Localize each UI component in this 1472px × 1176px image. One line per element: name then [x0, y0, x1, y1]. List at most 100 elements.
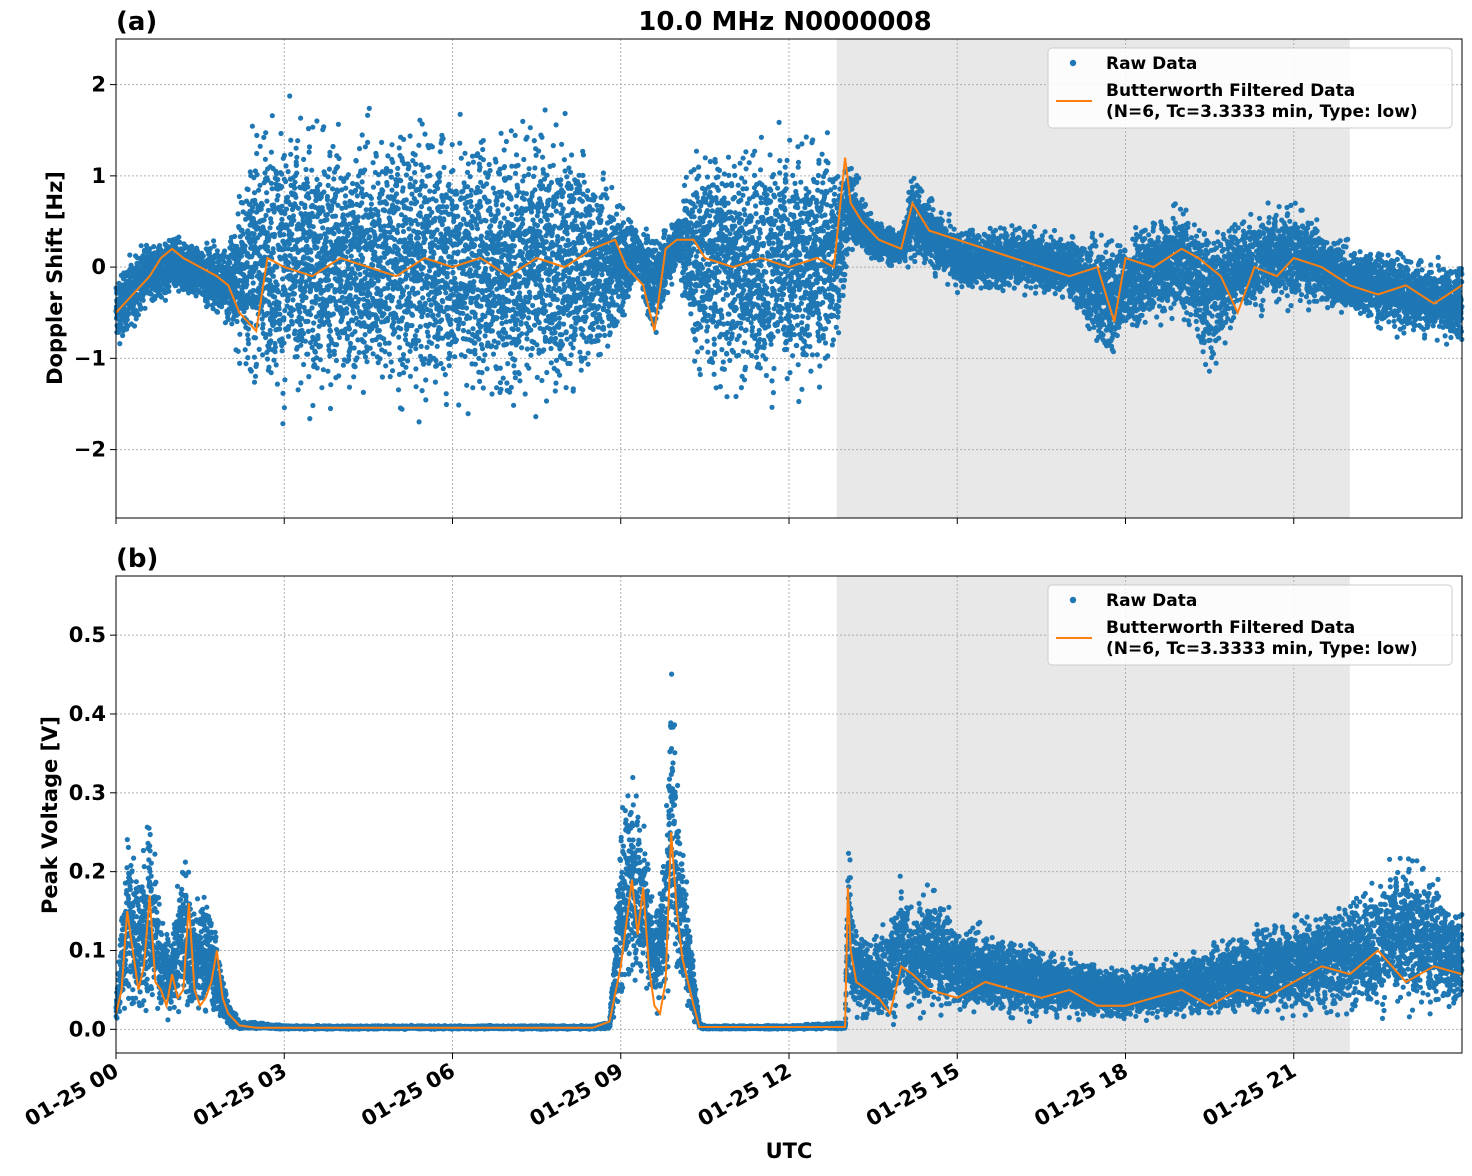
raw-point — [346, 172, 351, 177]
raw-point — [522, 197, 527, 202]
raw-point — [120, 333, 125, 338]
raw-point — [166, 289, 171, 294]
raw-point — [326, 277, 331, 282]
raw-point — [292, 180, 297, 185]
raw-point — [423, 397, 428, 402]
raw-point — [142, 306, 147, 311]
raw-point — [250, 124, 255, 129]
raw-point — [243, 243, 248, 248]
raw-point — [390, 368, 395, 373]
raw-point — [264, 199, 269, 204]
raw-point — [505, 278, 510, 283]
raw-point — [388, 374, 393, 379]
raw-point — [564, 174, 569, 179]
raw-point — [464, 383, 469, 388]
raw-point — [332, 352, 337, 357]
raw-point — [387, 341, 392, 346]
raw-point — [163, 298, 168, 303]
raw-point — [456, 249, 461, 254]
raw-point — [487, 206, 492, 211]
raw-point — [521, 157, 526, 162]
raw-point — [245, 355, 250, 360]
raw-point — [420, 295, 425, 300]
raw-point — [534, 342, 539, 347]
raw-point — [283, 179, 288, 184]
raw-point — [302, 289, 307, 294]
raw-point — [365, 113, 370, 118]
raw-point — [528, 327, 533, 332]
raw-point — [489, 343, 494, 348]
raw-point — [243, 361, 248, 366]
raw-point — [543, 107, 548, 112]
raw-point — [454, 337, 459, 342]
raw-point — [386, 306, 391, 311]
raw-point — [395, 230, 400, 235]
raw-point — [282, 377, 287, 382]
raw-point — [364, 359, 369, 364]
raw-point — [553, 388, 558, 393]
raw-point — [308, 249, 313, 254]
raw-point — [374, 324, 379, 329]
raw-point — [252, 355, 257, 360]
raw-point — [549, 180, 554, 185]
raw-point — [459, 156, 464, 161]
raw-point — [444, 204, 449, 209]
raw-point — [310, 125, 315, 130]
raw-point — [176, 235, 181, 240]
raw-point — [457, 316, 462, 321]
raw-point — [261, 135, 266, 140]
raw-point — [271, 358, 276, 363]
raw-point — [512, 261, 517, 266]
raw-point — [280, 348, 285, 353]
raw-point — [323, 245, 328, 250]
raw-point — [430, 312, 435, 317]
raw-point — [444, 402, 449, 407]
raw-point — [509, 385, 514, 390]
raw-point — [404, 284, 409, 289]
raw-point — [286, 169, 291, 174]
panel-a-label: (a) — [116, 7, 157, 37]
raw-point — [290, 237, 295, 242]
raw-point — [468, 267, 473, 272]
raw-point — [399, 407, 404, 412]
raw-point — [440, 299, 445, 304]
raw-point — [403, 365, 408, 370]
raw-point — [359, 200, 364, 205]
raw-point — [266, 208, 271, 213]
raw-point — [385, 318, 390, 323]
raw-point — [562, 157, 567, 162]
raw-point — [538, 219, 543, 224]
raw-point — [561, 190, 566, 195]
raw-point — [284, 207, 289, 212]
raw-point — [577, 183, 582, 188]
raw-point — [334, 358, 339, 363]
raw-point — [127, 252, 132, 257]
raw-point — [470, 326, 475, 331]
raw-point — [562, 285, 567, 290]
raw-point — [249, 369, 254, 374]
raw-point — [493, 159, 498, 164]
raw-point — [477, 379, 482, 384]
raw-point — [315, 336, 320, 341]
raw-point — [279, 172, 284, 177]
raw-point — [389, 142, 394, 147]
raw-point — [377, 219, 382, 224]
raw-point — [561, 206, 566, 211]
raw-point — [539, 378, 544, 383]
raw-point — [416, 235, 421, 240]
raw-point — [532, 138, 537, 143]
raw-point — [433, 380, 438, 385]
raw-point — [466, 161, 471, 166]
raw-point — [483, 266, 488, 271]
raw-point — [435, 344, 440, 349]
raw-point — [513, 322, 518, 327]
raw-point — [457, 141, 462, 146]
raw-point — [246, 187, 251, 192]
raw-point — [371, 351, 376, 356]
raw-point — [471, 160, 476, 165]
raw-point — [454, 191, 459, 196]
raw-point — [350, 181, 355, 186]
raw-point — [530, 303, 535, 308]
raw-point — [260, 202, 265, 207]
raw-point — [252, 231, 257, 236]
